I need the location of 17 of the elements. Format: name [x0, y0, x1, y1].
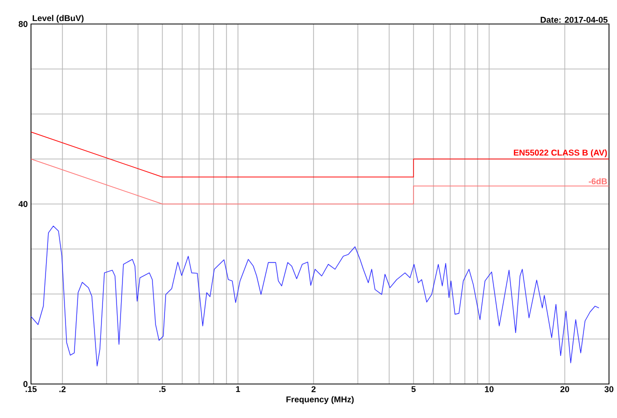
y-tick-label: 0 — [23, 381, 28, 387]
x-tick-label: 5 — [411, 386, 416, 392]
y-tick-label: 80 — [18, 21, 28, 27]
x-tick-label: .15 — [26, 386, 37, 392]
x-axis-title: Frequency (MHz) — [286, 396, 354, 404]
x-tick-label: 2 — [312, 386, 316, 392]
x-tick-label: 10 — [484, 386, 494, 392]
series-label: EN55022 CLASS B (AV) — [514, 149, 607, 158]
x-tick-label: 1 — [236, 386, 240, 392]
x-tick-label: .2 — [59, 386, 66, 392]
x-tick-label: .5 — [159, 386, 166, 392]
x-tick-label: 20 — [560, 386, 570, 392]
y-tick-label: 40 — [18, 201, 28, 207]
y-axis-title: Level (dBuV) — [32, 14, 84, 23]
x-tick-label: 30 — [604, 386, 614, 392]
text: Date: 2017-04-05 — [540, 16, 608, 23]
series-label: -6dB — [588, 178, 607, 184]
